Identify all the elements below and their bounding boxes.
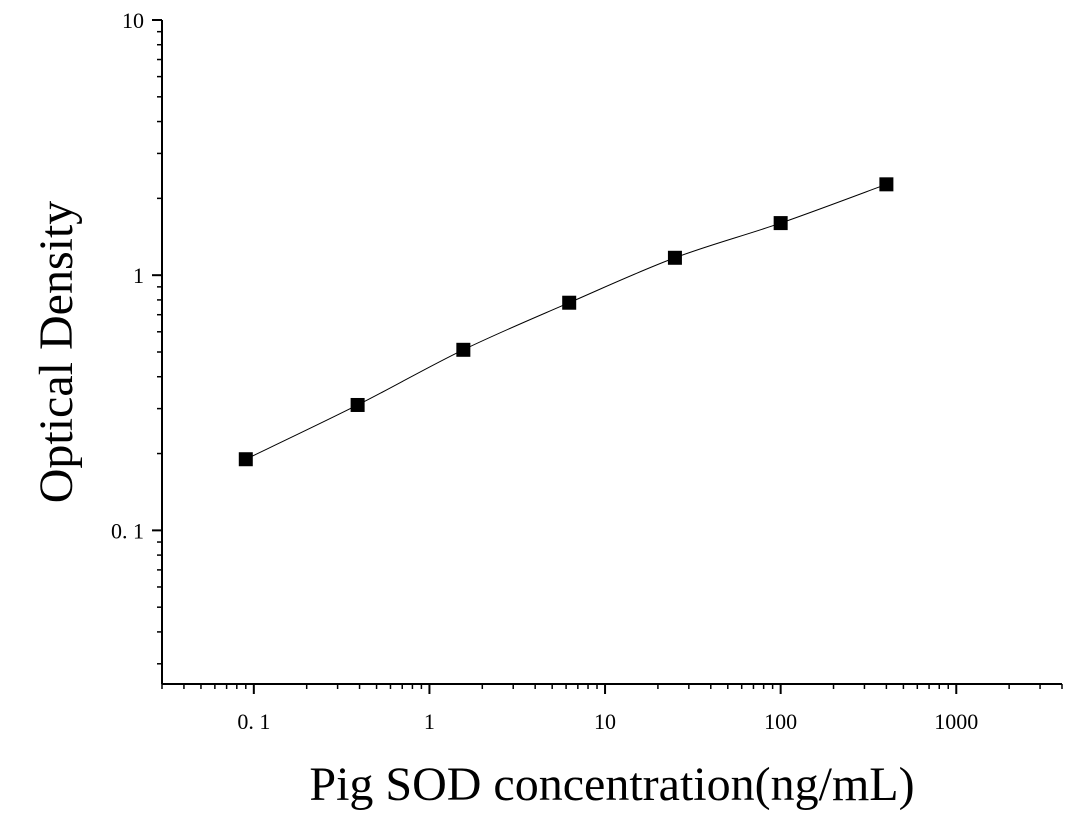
data-point xyxy=(456,342,471,357)
y-tick-label: 0. 1 xyxy=(111,518,144,543)
fit-curve xyxy=(245,183,887,460)
data-point xyxy=(667,250,682,265)
x-tick-label: 0. 1 xyxy=(237,709,270,734)
x-tick-label: 100 xyxy=(764,709,797,734)
data-points xyxy=(238,177,894,467)
y-tick-labels: 0. 1 1 10 xyxy=(111,8,144,543)
major-ticks xyxy=(152,19,958,694)
data-point xyxy=(879,177,894,192)
minor-ticks xyxy=(157,30,1063,689)
y-axis-title: Optical Density xyxy=(30,201,83,504)
data-point xyxy=(773,216,788,231)
data-point xyxy=(238,452,253,467)
y-tick-label: 1 xyxy=(133,263,144,288)
data-point xyxy=(562,295,577,310)
x-tick-labels: 0. 1 1 10 100 1000 xyxy=(237,709,978,734)
data-point xyxy=(350,397,365,412)
y-tick-label: 10 xyxy=(122,8,144,33)
x-axis-title: Pig SOD concentration(ng/mL) xyxy=(309,758,914,811)
x-tick-label: 10 xyxy=(594,709,616,734)
x-tick-label: 1 xyxy=(424,709,435,734)
x-tick-label: 1000 xyxy=(934,709,978,734)
